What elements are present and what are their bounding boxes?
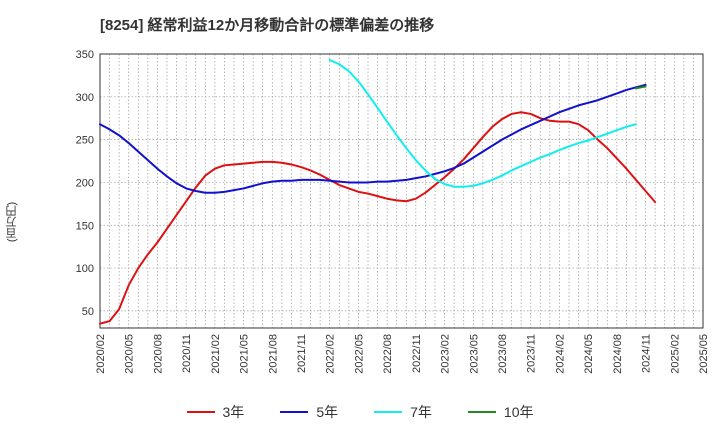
y-tick-label: 50 (82, 306, 94, 318)
x-tick-label: 2022/05 (353, 334, 365, 374)
x-tick-label: 2023/11 (526, 334, 538, 373)
series-line-7年 (328, 58, 637, 188)
chart-title: [8254] 経常利益12か月移動合計の標準偏差の推移 (100, 17, 435, 34)
series-line-5年 (99, 83, 647, 194)
legend-label: 3年 (222, 404, 245, 420)
y-tick-label: 350 (76, 49, 94, 61)
y-tick-label: 300 (76, 92, 94, 104)
x-tick-label: 2025/05 (698, 334, 710, 374)
x-tick-label: 2020/08 (152, 334, 164, 374)
series-line-10年 (635, 85, 647, 90)
y-tick-label: 200 (76, 177, 94, 189)
x-tick-label: 2021/02 (210, 334, 222, 374)
legend-swatch (467, 411, 496, 413)
legend-item: 3年 (186, 402, 245, 422)
x-tick-label: 2023/08 (497, 334, 509, 374)
x-tick-label: 2024/08 (612, 334, 624, 374)
x-tick-label: 2024/11 (641, 334, 653, 373)
x-tick-label: 2023/02 (440, 334, 452, 374)
legend-swatch (186, 411, 215, 413)
legend-label: 7年 (410, 404, 432, 420)
legend-item: 10年 (467, 402, 534, 422)
x-tick-label: 2020/05 (124, 334, 136, 374)
x-tick-label: 2021/05 (239, 334, 251, 374)
plot-frame (99, 53, 704, 329)
legend-swatch (374, 411, 403, 413)
x-tick-label: 2022/11 (411, 334, 423, 373)
y-tick-label: 100 (76, 263, 94, 275)
y-tick-label: 150 (76, 220, 94, 232)
x-tick-label: 2025/02 (669, 334, 681, 374)
x-tick-label: 2022/08 (382, 334, 394, 374)
legend-item: 5年 (280, 402, 338, 422)
x-tick-label: 2023/05 (468, 334, 480, 374)
x-tick-label: 2020/02 (95, 334, 107, 374)
x-tick-label: 2021/11 (296, 334, 308, 373)
x-tick-label: 2024/05 (583, 334, 595, 374)
x-tick-label: 2022/02 (325, 334, 337, 374)
chart-legend: 3年 5年 7年 10年 (0, 402, 720, 422)
legend-label: 5年 (316, 404, 339, 420)
x-tick-label: 2024/02 (554, 334, 566, 374)
series-line-3年 (99, 111, 657, 325)
y-tick-label: 250 (76, 135, 94, 147)
x-tick-label: 2020/11 (181, 334, 193, 373)
legend-swatch (280, 411, 309, 413)
x-tick-label: 2021/08 (267, 334, 279, 374)
legend-label: 10年 (503, 404, 534, 420)
legend-item: 7年 (374, 402, 432, 422)
